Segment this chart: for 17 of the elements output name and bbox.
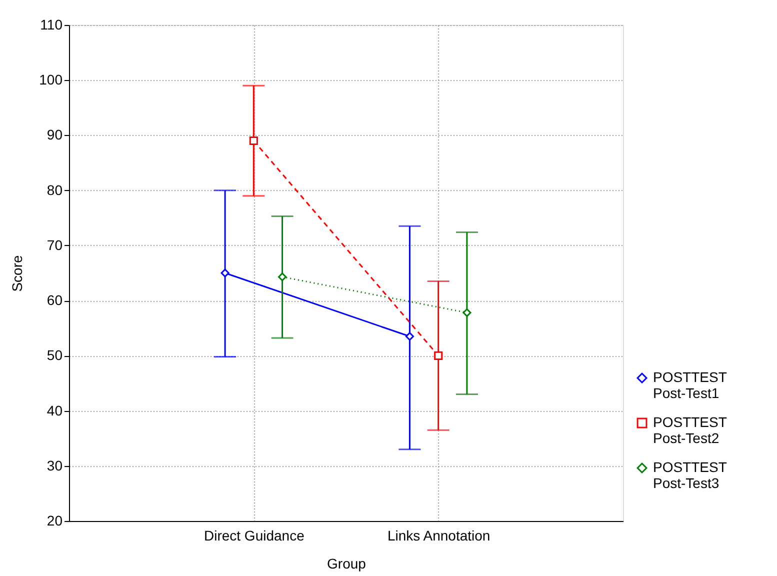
x-tick-label: Direct Guidance bbox=[204, 528, 305, 544]
y-tick-label: 70 bbox=[46, 236, 63, 253]
y-tick-label: 110 bbox=[40, 16, 63, 32]
x-tick-label: Links Annotation bbox=[387, 528, 490, 544]
y-tick-label: 100 bbox=[39, 72, 63, 88]
y-axis-title: Score bbox=[9, 255, 26, 292]
y-tick-label: 80 bbox=[46, 182, 63, 198]
y-tick-label: 90 bbox=[46, 126, 63, 143]
legend-label: POSTTEST Post-Test2 bbox=[653, 414, 728, 446]
y-tick-label: 30 bbox=[46, 457, 63, 474]
y-tick-label: 60 bbox=[46, 292, 63, 308]
y-tick-label: 20 bbox=[46, 512, 63, 528]
legend-label: POSTTEST Post-Test1 bbox=[653, 369, 728, 401]
y-tick-label: 40 bbox=[46, 402, 63, 418]
x-axis-title: Group bbox=[327, 556, 366, 572]
legend-label: POSTTEST Post-Test3 bbox=[653, 459, 728, 491]
y-tick-label: 50 bbox=[46, 347, 63, 364]
